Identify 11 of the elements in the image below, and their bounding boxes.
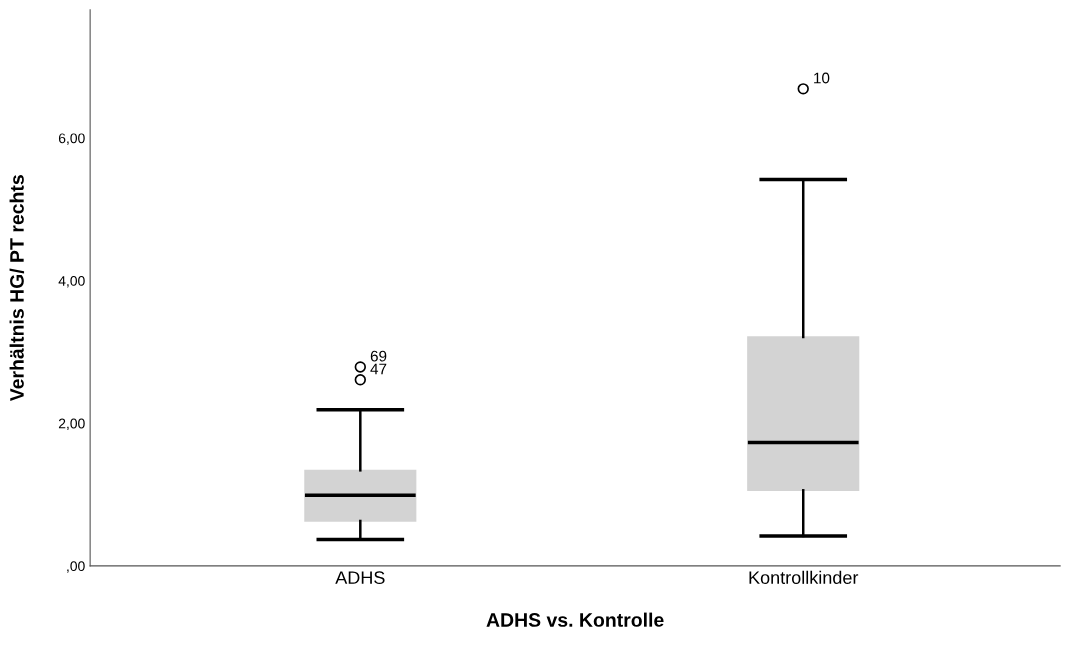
y-tick-label: 6,00: [58, 133, 85, 145]
x-tick-label: ADHS: [335, 571, 385, 585]
y-tick-label: 4,00: [58, 276, 85, 288]
y-tick-label: 2,00: [58, 418, 85, 431]
y-axis-title: Verhältnis HG/ PT rechts: [9, 175, 25, 402]
x-tick-label: Kontrollkinder: [749, 570, 859, 585]
y-tick-label: ,00: [67, 561, 85, 573]
annotation: 10: [814, 72, 830, 84]
x-axis-title: ADHS vs. Kontrolle: [486, 612, 664, 627]
annotation: 69: [370, 350, 387, 362]
annotation: 47: [370, 363, 387, 375]
